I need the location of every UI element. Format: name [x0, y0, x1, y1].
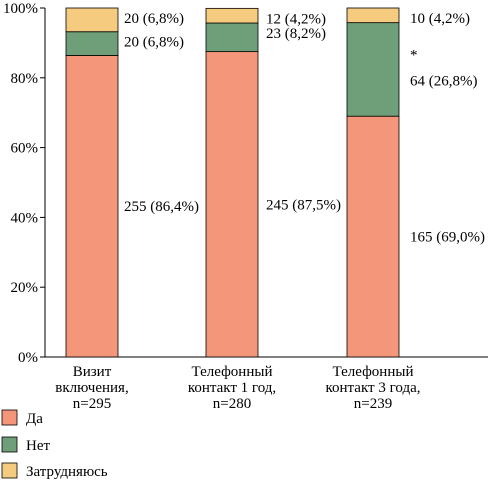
legend-label: Нет	[26, 438, 50, 454]
legend-label: Да	[26, 411, 43, 427]
bar-segment	[346, 115, 400, 358]
axes: 0% 20% 40% 60% 80% 100% Визит включения, n=295 Те…	[3, 1, 488, 412]
bar-segment	[346, 22, 400, 117]
data-label: 20 (6,8%)	[124, 11, 184, 27]
data-label: 20 (6,8%)	[124, 35, 184, 51]
bar-segment	[65, 31, 119, 56]
y-tick-label: 0%	[18, 350, 38, 366]
bars	[65, 7, 400, 358]
bar-segment	[205, 51, 259, 358]
bar-segment	[205, 22, 259, 53]
legend-swatch	[1, 462, 18, 479]
bar-segment	[65, 7, 119, 33]
data-label: 10 (4,2%)	[410, 11, 470, 27]
x-category-label: Телефонный контакт 1 год, n=280	[188, 364, 276, 412]
y-tick-label: 100%	[3, 1, 38, 17]
x-category-label: Телефонный контакт 3 года, n=239	[326, 364, 421, 412]
data-label: 255 (86,4%)	[124, 199, 199, 215]
x-category-label: Визит включения, n=295	[55, 364, 128, 412]
legend-label: Затрудняюсь	[26, 464, 108, 480]
bar-segment	[346, 7, 400, 24]
data-labels: 255 (86,4%) 20 (6,8%) 20 (6,8%) 245 (87,5%)…	[124, 11, 485, 246]
legend-swatch	[1, 409, 18, 426]
y-tick-label: 80%	[11, 71, 39, 87]
data-label: 165 (69,0%)	[410, 230, 485, 246]
bar-segment	[65, 55, 119, 358]
y-tick-label: 60%	[11, 141, 39, 157]
data-label: 23 (8,2%)	[266, 26, 326, 42]
data-label: 245 (87,5%)	[266, 197, 341, 213]
y-tick-label: 40%	[11, 210, 39, 226]
significance-asterisk: *	[410, 47, 418, 63]
y-tick-label: 20%	[11, 280, 39, 296]
data-label: 64 (26,8%)	[410, 73, 478, 89]
legend: Да Нет Затрудняюсь	[1, 409, 108, 480]
data-label: 12 (4,2%)	[266, 11, 326, 27]
legend-swatch	[1, 436, 18, 453]
bar-segment	[205, 7, 259, 24]
